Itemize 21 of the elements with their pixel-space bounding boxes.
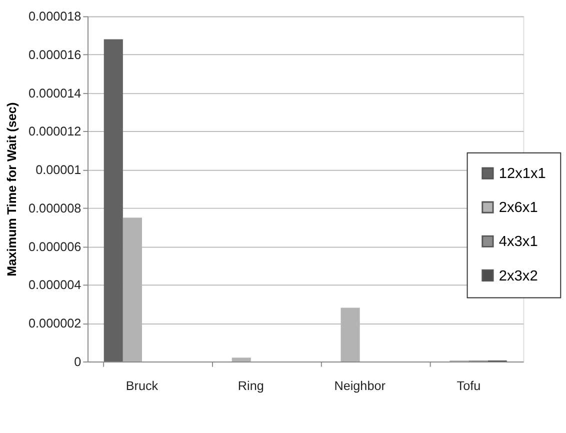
y-tick-label: 0 <box>74 354 82 369</box>
y-tick-label: 0.000004 <box>28 278 82 292</box>
y-tick-label: 0.000014 <box>28 86 82 100</box>
y-tick-label: 0.00001 <box>36 163 82 178</box>
legend-label: 2x3x2 <box>498 268 538 284</box>
x-tick-label: Ring <box>238 379 264 394</box>
x-tick-label: Bruck <box>126 379 159 394</box>
legend-label: 2x6x1 <box>498 200 538 216</box>
y-tick-label: 0.000012 <box>28 124 82 139</box>
y-tick-label: 0.000006 <box>28 240 82 254</box>
y-tick-label: 0.000016 <box>28 48 82 62</box>
x-tick-label: Tofu <box>456 379 481 394</box>
legend-label: 4x3x1 <box>498 234 538 250</box>
y-tick-label: 0.000008 <box>28 201 82 216</box>
bar <box>232 358 251 362</box>
y-axis-title: Maximum Time for Wait (sec) <box>4 102 19 276</box>
y-tick-label: 0.000018 <box>28 10 82 24</box>
y-tick-label: 0.000002 <box>28 316 82 330</box>
bar <box>104 39 123 362</box>
x-tick-label: Neighbor <box>334 379 386 394</box>
legend-label: 12x1x1 <box>498 166 546 182</box>
